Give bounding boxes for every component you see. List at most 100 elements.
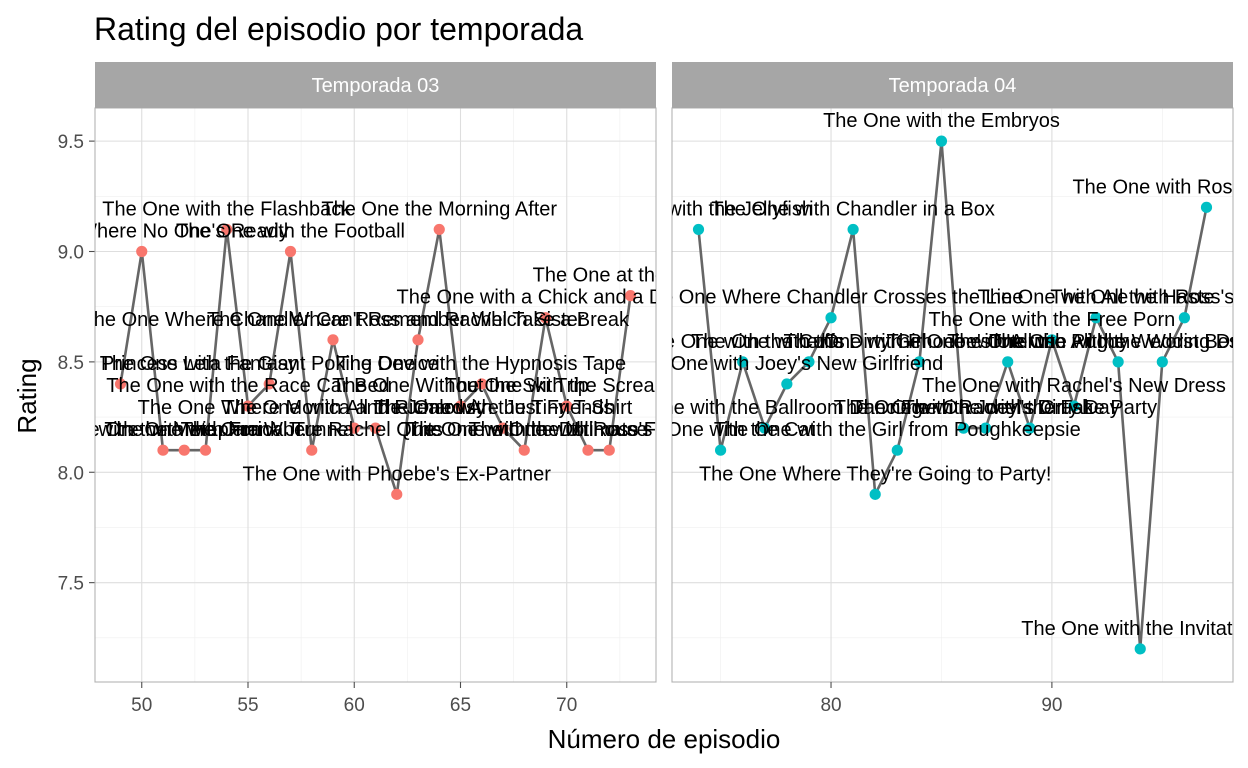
point-label: The One with All the Haste xyxy=(978,287,1215,309)
point-label: The One with Ross's Wedding xyxy=(1050,287,1248,309)
point-label: The One with the Princess Leia Fantasy xyxy=(0,353,298,375)
point-label: The One with the Screamer xyxy=(444,375,689,397)
data-point xyxy=(561,400,573,412)
data-point xyxy=(1090,312,1102,324)
x-axis-title: Número de episodio xyxy=(548,724,781,754)
facet-strip xyxy=(672,62,1233,108)
point-label: The One Where They're Going to Party! xyxy=(699,463,1052,485)
point-label: The One with All the Wedding Dresses xyxy=(947,331,1248,353)
data-point xyxy=(1112,356,1124,368)
data-point xyxy=(759,422,771,434)
data-point xyxy=(178,444,190,456)
point-label: The One with the Girl from Poughkeepsie xyxy=(714,419,1081,441)
data-point xyxy=(1178,312,1191,324)
point-label: The One with the Ultimate Fighting Champ… xyxy=(407,419,812,441)
facet-panel-1: Temporada 03 50 55 60 65 70 The One with the P… xyxy=(0,62,812,716)
data-point xyxy=(199,444,212,456)
point-label: The One Where Ross and Rachel Take a Bre… xyxy=(207,309,630,331)
data-point xyxy=(369,422,382,434)
point-label: The One at the Beach xyxy=(533,265,729,287)
y-tick-label: 8.0 xyxy=(58,463,84,484)
data-point xyxy=(781,378,793,390)
y-axis: 7.5 8.0 8.5 9.0 9.5 xyxy=(58,132,95,595)
x-tick-label: 80 xyxy=(820,695,841,716)
facet-strip-label: Temporada 04 xyxy=(889,75,1017,97)
data-point xyxy=(913,356,925,368)
data-point xyxy=(1024,422,1036,434)
point-label: The One with the Embryos xyxy=(823,110,1060,132)
point-label: The One with Frank Jr. xyxy=(104,419,306,441)
data-point xyxy=(891,444,903,456)
x-tick-label: 70 xyxy=(556,695,577,716)
point-label: The One with a Chick and a Duck xyxy=(397,287,696,309)
point-label: The One with Joey's New Girlfriend xyxy=(630,353,943,375)
y-tick-label: 9.0 xyxy=(58,243,84,264)
data-point xyxy=(539,312,552,324)
data-point xyxy=(624,290,637,302)
x-tick-label: 65 xyxy=(450,695,471,716)
point-label: The One Without the Ski Trip xyxy=(332,375,589,397)
data-point xyxy=(1134,643,1146,655)
facet-panel-2: Temporada 04 80 90 The One with the Jellyfi… xyxy=(584,62,1248,716)
y-tick-label: 7.5 xyxy=(58,574,84,595)
point-label: The One with Chandler in a Box xyxy=(711,198,995,220)
data-point xyxy=(433,223,445,236)
point-label: The One with the Metaphorical Tunnel xyxy=(15,419,353,441)
point-label: The One with the Ballroom Dancing xyxy=(607,397,923,419)
y-axis-title: Rating xyxy=(12,358,42,433)
point-label: The One Where Chandler Crosses the Line xyxy=(639,287,1024,309)
x-tick-label: 60 xyxy=(344,695,365,716)
data-point xyxy=(1200,201,1213,213)
point-label: The One with the Jellyfish xyxy=(584,198,813,220)
data-point xyxy=(327,334,339,346)
data-point xyxy=(957,422,970,434)
data-point xyxy=(497,422,509,434)
facet-strip-label: Temporada 03 xyxy=(312,75,440,97)
data-point xyxy=(603,444,615,456)
data-point xyxy=(221,223,233,236)
point-label: The One with Phoebe's Uterus xyxy=(783,331,1055,353)
data-point xyxy=(518,444,530,456)
x-tick-label: 50 xyxy=(131,695,152,716)
data-point xyxy=(114,378,127,390)
point-label: The One with Rachel's New Dress xyxy=(922,375,1226,397)
x-tick-label: 55 xyxy=(237,695,258,716)
point-label: The One with Rachel's Crush xyxy=(834,397,1093,419)
point-label: The One with the Hypnosis Tape xyxy=(337,353,626,375)
point-label: The One with the Dirty Girl xyxy=(691,331,927,353)
point-label: The One the Morning After xyxy=(321,198,557,220)
point-label: The One with All the Rugby xyxy=(887,331,1129,353)
point-label: The One with All the Jealousy xyxy=(223,397,486,419)
data-point xyxy=(692,223,705,236)
point-label: The One with the Worst Best Man Ever xyxy=(989,331,1248,353)
point-labels: The One with the Jellyfish The One with t… xyxy=(584,110,1248,640)
data-point xyxy=(869,488,881,500)
point-label: The One with the Race Car Bed xyxy=(106,375,389,397)
data-point xyxy=(242,400,254,412)
data-point xyxy=(476,378,488,390)
series-line xyxy=(697,139,1208,651)
facet-strip xyxy=(95,62,656,108)
data-point xyxy=(412,334,424,346)
data-point xyxy=(825,312,837,324)
point-label: The One with Ross's Thing xyxy=(468,419,707,441)
x-tick-label: 90 xyxy=(1041,695,1062,716)
point-label: The One with the Cuffs xyxy=(641,331,845,353)
point-label: The One Where Chandler Can't Remember Wh… xyxy=(82,309,585,331)
point-label: The One with Ross's Wedding xyxy=(1072,176,1248,198)
data-point xyxy=(1046,334,1058,346)
facet-panels: 7.5 8.0 8.5 9.0 9.5 Temporada 03 50 55 60 65 70 The… xyxy=(0,62,1248,716)
point-labels: The One with the Princess Leia FantasyTh… xyxy=(0,198,812,485)
point-label: The One with the Football xyxy=(176,221,405,243)
data-point xyxy=(136,245,148,258)
data-point xyxy=(714,444,727,456)
data-point xyxy=(847,223,859,236)
data-point xyxy=(454,400,467,412)
point-label: The One Where Monica and Richard Are Jus… xyxy=(138,397,614,419)
data-point xyxy=(980,422,992,434)
point-label: The One Where Rachel Quits xyxy=(181,419,443,441)
point-label: The One with the Flashback xyxy=(102,198,352,220)
point-label: The One with the Free Porn xyxy=(928,309,1175,331)
y-tick-label: 8.5 xyxy=(58,353,84,374)
